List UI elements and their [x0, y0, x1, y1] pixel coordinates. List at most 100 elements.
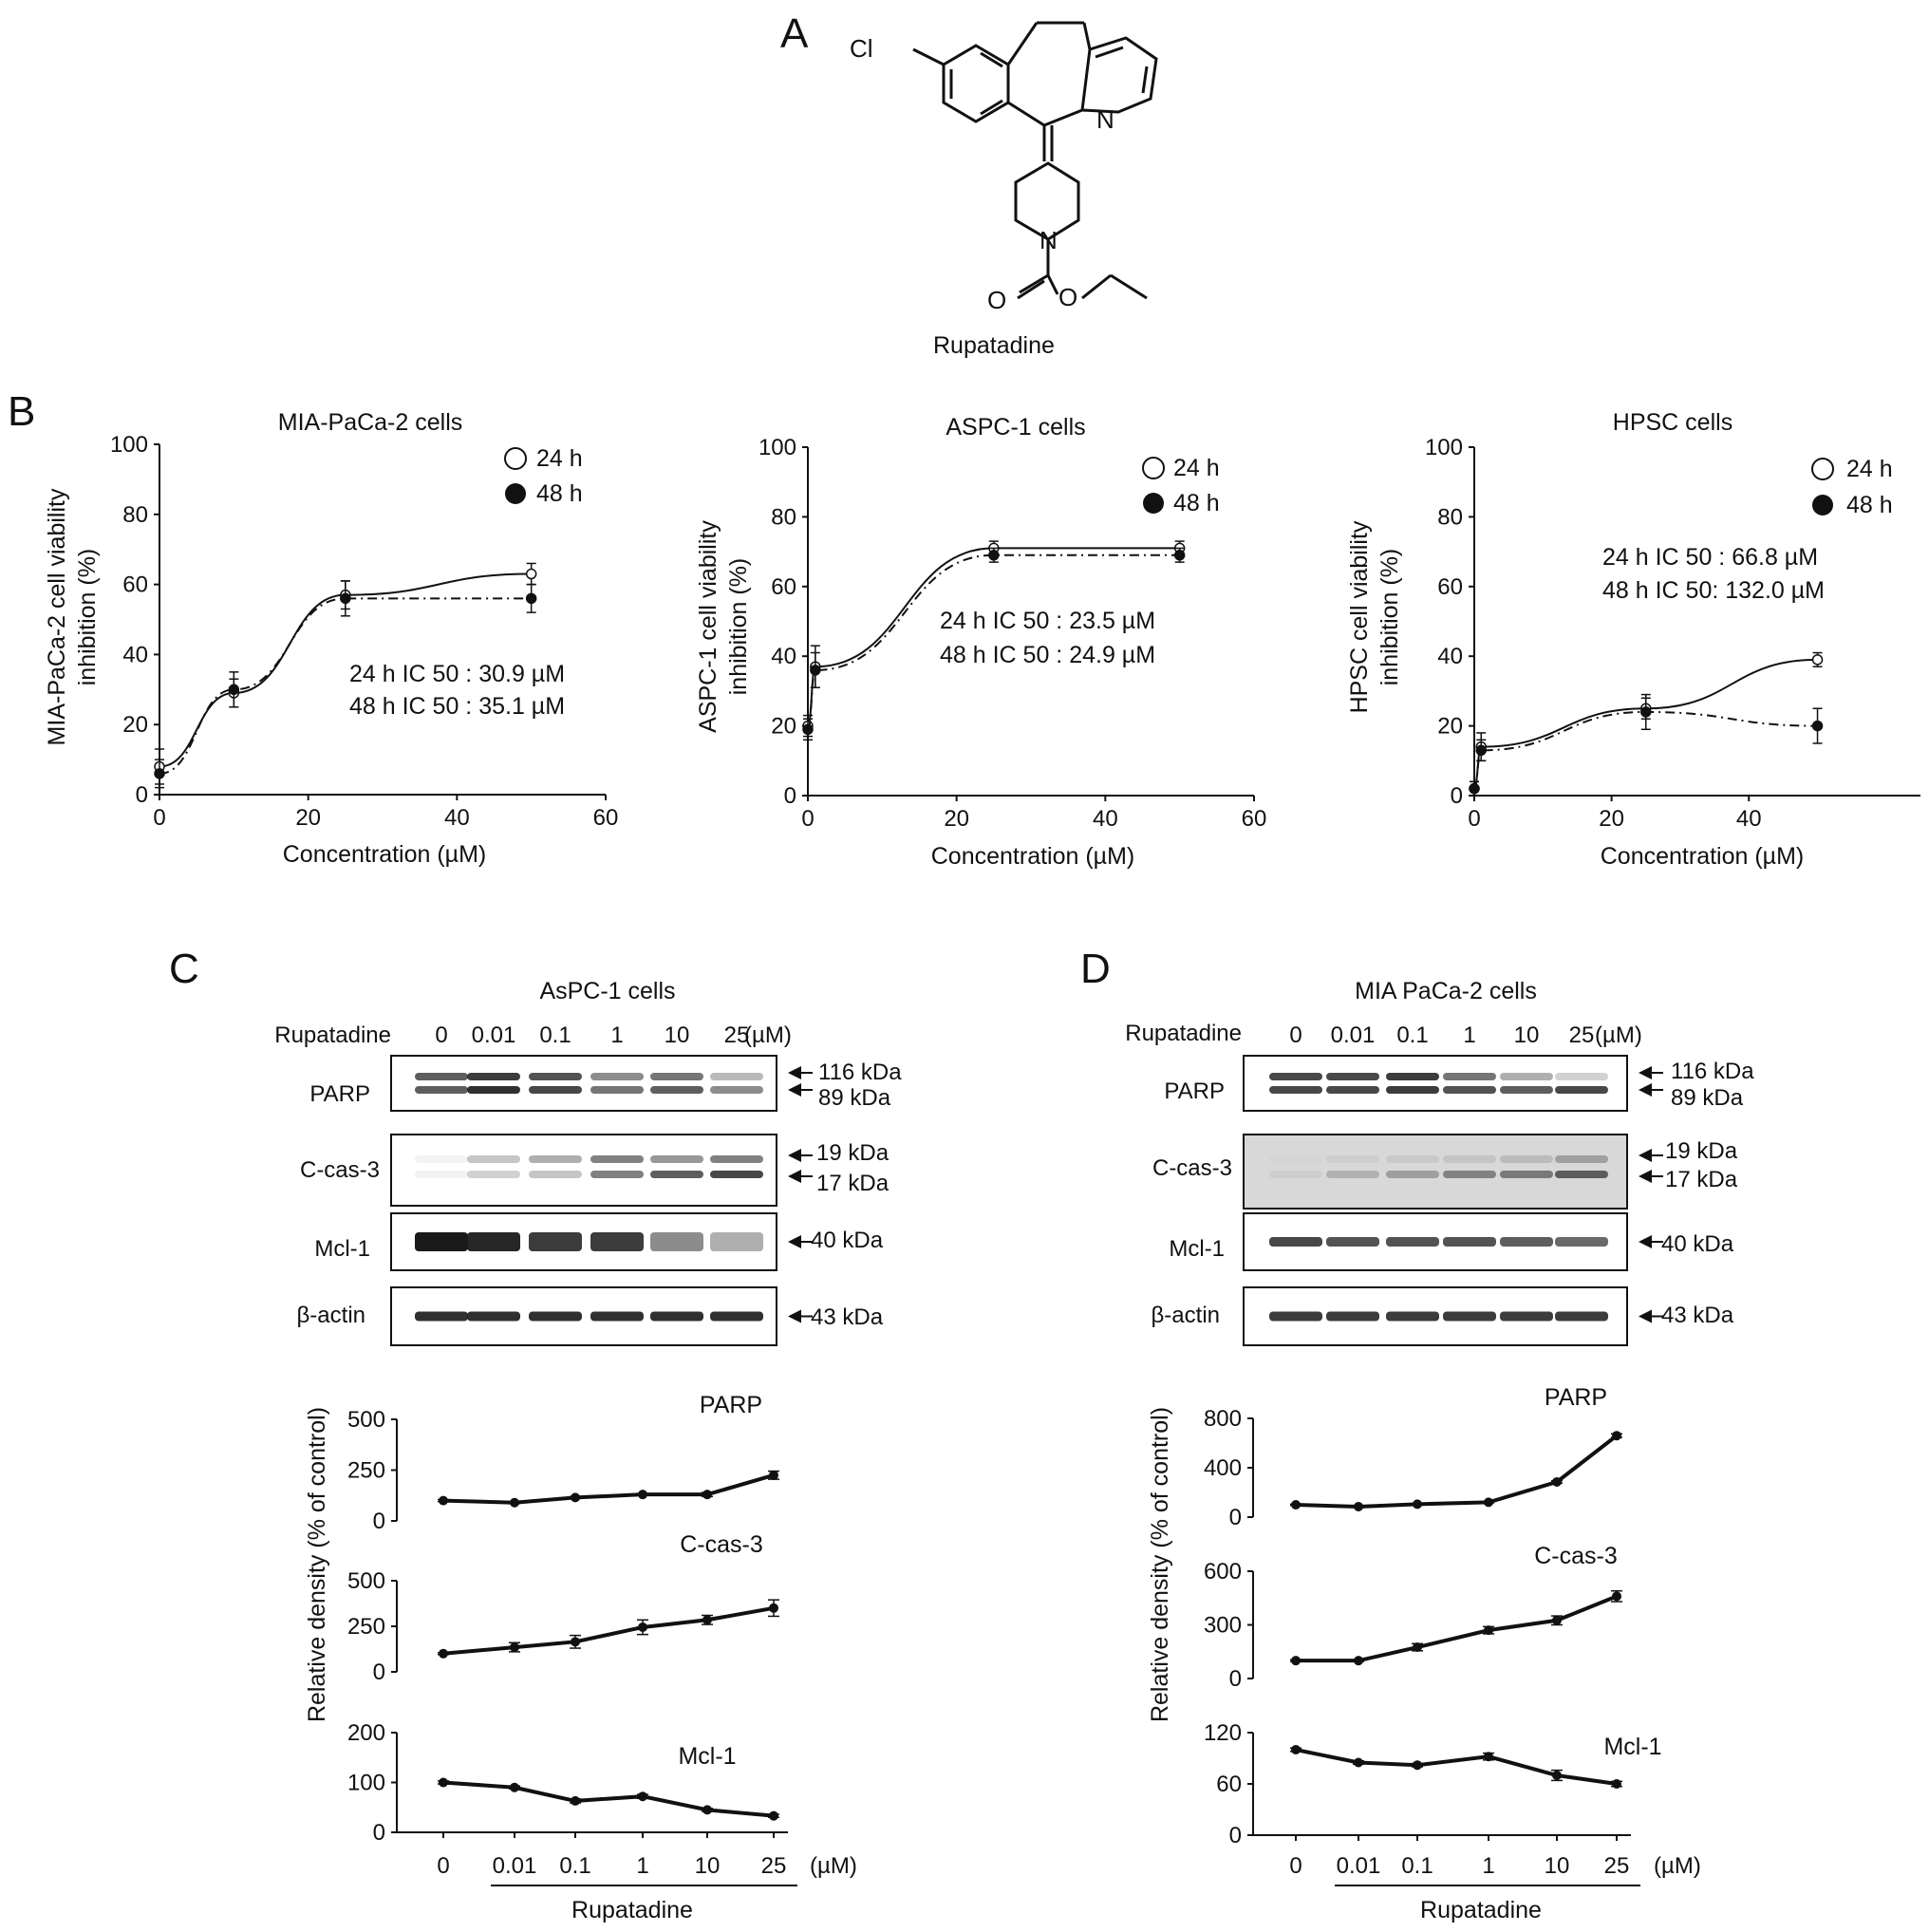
y-tick-label: 100 — [110, 432, 148, 458]
y-tick-label: 0 — [136, 782, 148, 808]
series-title: Mcl-1 — [678, 1743, 736, 1770]
protein-band — [710, 1171, 763, 1178]
protein-band — [1269, 1311, 1322, 1322]
protein-band — [1386, 1155, 1439, 1163]
protein-band — [529, 1232, 582, 1251]
data-point — [1354, 1656, 1363, 1666]
row-label-mcl-1: Mcl-1 — [1169, 1236, 1225, 1262]
protein-band — [1269, 1171, 1322, 1178]
x-tick-label: 0 — [153, 805, 165, 831]
dose-label: 1 — [1463, 1022, 1475, 1048]
protein-band — [1443, 1073, 1496, 1080]
data-point-24h — [1811, 654, 1824, 666]
x-tick-label: 40 — [1093, 806, 1118, 832]
kda-label: 89 kDa — [818, 1085, 891, 1111]
y-tick-label: 20 — [1437, 714, 1463, 740]
data-point — [1484, 1497, 1493, 1508]
data-line — [442, 1780, 775, 1818]
protein-band — [710, 1232, 763, 1251]
row-label-beta-actin: β-actin — [297, 1303, 366, 1328]
data-point-48h — [1811, 720, 1824, 732]
x-tick-label: 20 — [1599, 806, 1624, 832]
protein-band — [590, 1171, 644, 1178]
row-label-parp: PARP — [1164, 1079, 1225, 1104]
kda-label: 40 kDa — [1661, 1231, 1734, 1257]
legend-filled-circle-icon — [505, 483, 526, 504]
protein-band — [1500, 1311, 1553, 1322]
data-point — [571, 1637, 580, 1647]
protein-band — [467, 1171, 520, 1178]
protein-band — [1269, 1155, 1322, 1163]
arrow-icon — [788, 1170, 801, 1183]
x-tick-label: 20 — [295, 805, 321, 831]
arrow-icon — [788, 1235, 801, 1248]
data-point — [571, 1795, 580, 1806]
data-point — [638, 1791, 647, 1802]
arrow-icon — [788, 1066, 801, 1079]
data-point-24h — [525, 568, 537, 580]
x-tick-label: 20 — [944, 806, 969, 832]
y-tick-label: 0 — [373, 1509, 385, 1534]
legend-open-circle-icon — [504, 447, 527, 470]
data-point — [1413, 1499, 1422, 1510]
data-point — [1552, 1615, 1562, 1625]
x-tick-label: 10 — [695, 1853, 721, 1879]
y-tick-label: 80 — [122, 502, 148, 528]
y-tick-label: 40 — [771, 644, 796, 669]
arrow-icon — [788, 1149, 801, 1162]
protein-band — [1386, 1073, 1439, 1080]
kda-label: 116 kDa — [818, 1060, 902, 1085]
protein-band — [529, 1086, 582, 1094]
data-point — [702, 1490, 712, 1500]
data-point-48h — [228, 684, 240, 696]
protein-band — [1386, 1171, 1439, 1178]
protein-band — [415, 1086, 468, 1094]
y-tick-label: 60 — [122, 572, 148, 598]
data-point — [1612, 1591, 1621, 1602]
y-tick-label: 60 — [1216, 1772, 1242, 1797]
kda-label: 19 kDa — [816, 1140, 890, 1166]
y-tick-label: 0 — [1451, 783, 1463, 809]
data-point — [1354, 1757, 1363, 1768]
ic50-24h: 24 h IC 50 : 30.9 µM — [349, 661, 565, 687]
protein-band — [1555, 1237, 1608, 1247]
y-tick-label: 0 — [1229, 1505, 1242, 1530]
data-line — [1296, 1594, 1618, 1663]
protein-band — [1555, 1311, 1608, 1322]
y-tick-label: 800 — [1204, 1406, 1242, 1432]
blot-box — [390, 1134, 777, 1207]
data-point-48h — [1475, 744, 1487, 757]
protein-band — [590, 1155, 644, 1163]
kda-label: 40 kDa — [811, 1228, 884, 1253]
y-axis-label-line2: inhibition (%) — [74, 549, 101, 686]
panel-label-b: B — [8, 388, 35, 435]
data-point — [1291, 1745, 1301, 1754]
protein-band — [415, 1073, 468, 1080]
protein-band — [1500, 1237, 1553, 1247]
y-tick-label: 20 — [122, 712, 148, 738]
dose-label: 0.01 — [1331, 1022, 1376, 1048]
data-point — [1354, 1501, 1363, 1511]
y-tick-label: 40 — [1437, 644, 1463, 669]
data-point — [638, 1490, 647, 1500]
arrow-icon — [1639, 1083, 1652, 1097]
data-point — [638, 1622, 647, 1632]
protein-band — [710, 1155, 763, 1163]
dose-label: 25 — [724, 1022, 750, 1048]
data-point — [702, 1805, 712, 1815]
data-point-48h — [802, 723, 814, 736]
row-label-beta-actin: β-actin — [1152, 1303, 1221, 1328]
dose-label: 0 — [435, 1022, 447, 1048]
data-line — [1295, 1748, 1618, 1786]
protein-band — [1386, 1311, 1439, 1322]
arrow-icon — [1639, 1235, 1652, 1248]
kda-label: 116 kDa — [1671, 1059, 1754, 1084]
data-point — [439, 1648, 448, 1659]
protein-band — [529, 1073, 582, 1080]
protein-band — [650, 1311, 703, 1322]
data-point — [510, 1642, 519, 1653]
legend-48h: 48 h — [536, 480, 583, 507]
protein-band — [1386, 1237, 1439, 1247]
arrow-icon — [788, 1083, 801, 1097]
atom-oxygen-carbonyl: O — [987, 286, 1006, 314]
